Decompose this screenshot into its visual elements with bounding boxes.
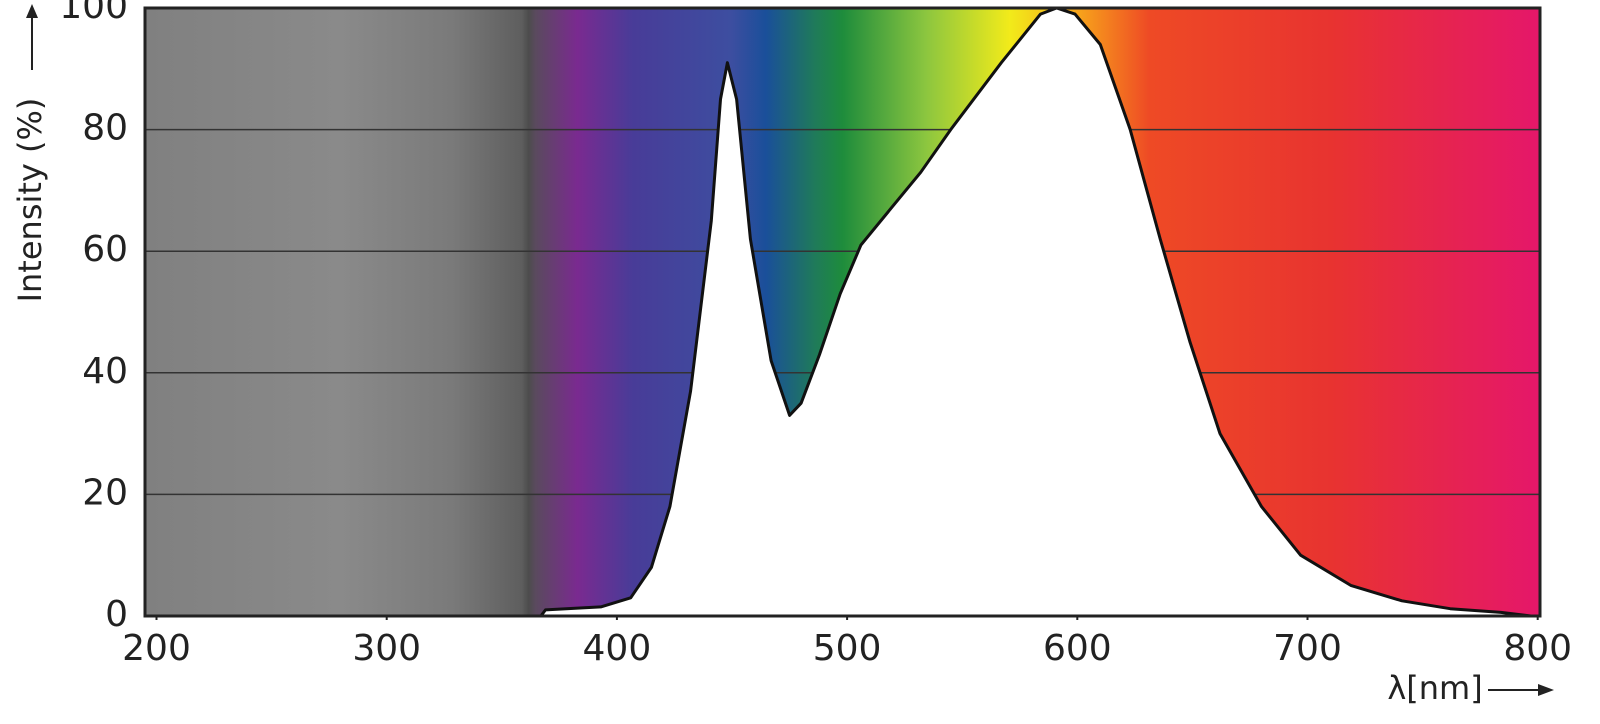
x-axis-label: λ[nm] xyxy=(1387,669,1482,707)
y-tick-label: 80 xyxy=(82,108,128,149)
y-tick-label: 40 xyxy=(82,351,128,392)
y-arrow-head xyxy=(26,4,38,18)
x-tick-label: 200 xyxy=(122,628,191,669)
x-tick-label: 600 xyxy=(1043,628,1112,669)
y-tick-label: 100 xyxy=(59,0,128,27)
plot-frame xyxy=(143,6,1542,618)
x-tick-label: 800 xyxy=(1503,628,1572,669)
y-tick-label: 60 xyxy=(82,229,128,270)
y-tick-label: 20 xyxy=(82,472,128,513)
area xyxy=(539,6,1533,618)
x-arrow-head xyxy=(1538,684,1554,696)
x-tick-label: 700 xyxy=(1273,628,1342,669)
x-tick-label: 500 xyxy=(813,628,882,669)
y-tick-label: 0 xyxy=(105,594,128,635)
x-tick-label: 400 xyxy=(583,628,652,669)
x-tick-label: 300 xyxy=(352,628,421,669)
y-axis-label: Intensity (%) xyxy=(11,98,49,303)
marks xyxy=(539,6,1533,618)
